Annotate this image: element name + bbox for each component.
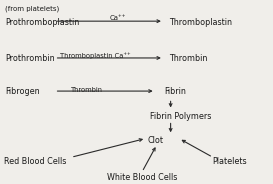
Text: Thrombin: Thrombin: [169, 54, 208, 63]
Text: Platelets: Platelets: [212, 157, 247, 165]
Text: White Blood Cells: White Blood Cells: [107, 173, 177, 182]
Text: (from platelets): (from platelets): [5, 5, 60, 12]
Text: Fibrin: Fibrin: [164, 88, 186, 96]
Text: Thromboplastin: Thromboplastin: [169, 18, 232, 26]
Text: Prothrombin: Prothrombin: [5, 54, 55, 63]
Text: Clot: Clot: [147, 136, 164, 145]
Text: Fibrin Polymers: Fibrin Polymers: [150, 112, 212, 121]
Text: Red Blood Cells: Red Blood Cells: [4, 157, 67, 165]
Text: Ca⁺⁺: Ca⁺⁺: [109, 15, 126, 21]
Text: Fibrogen: Fibrogen: [5, 88, 40, 96]
Text: Thromboplastin Ca⁺⁺: Thromboplastin Ca⁺⁺: [60, 53, 131, 59]
Text: Thrombin: Thrombin: [71, 87, 103, 93]
Text: Prothromboplastin: Prothromboplastin: [5, 18, 80, 26]
